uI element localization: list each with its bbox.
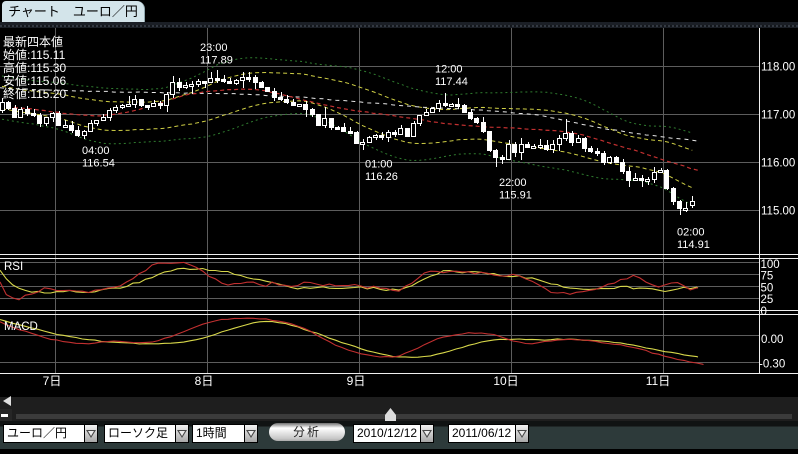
svg-text:高値:115.30: 高値:115.30 [3,60,66,75]
svg-text:9日: 9日 [347,374,366,388]
svg-text:-0.30: -0.30 [759,359,785,371]
svg-text:75: 75 [761,271,774,283]
svg-text:終値:115.20: 終値:115.20 [3,86,66,101]
svg-text:100: 100 [761,259,780,271]
svg-text:50: 50 [761,283,774,295]
svg-text:02:00: 02:00 [677,227,705,239]
svg-text:12:00: 12:00 [435,64,463,76]
svg-text:7日: 7日 [43,374,62,388]
svg-text:117.44: 117.44 [435,76,468,88]
svg-text:始値:115.11: 始値:115.11 [3,47,66,62]
svg-text:114.91: 114.91 [677,239,710,251]
svg-text:8日: 8日 [195,374,214,388]
svg-text:MACD: MACD [4,321,38,333]
svg-text:115.00: 115.00 [761,206,795,218]
svg-text:116.54: 116.54 [82,158,115,170]
svg-text:RSI: RSI [4,261,23,273]
svg-text:0.00: 0.00 [761,334,783,346]
svg-text:最新四本値: 最新四本値 [3,34,63,49]
svg-text:25: 25 [761,294,774,306]
svg-text:10日: 10日 [493,374,518,388]
svg-text:116.00: 116.00 [761,158,795,170]
svg-text:22:00: 22:00 [499,177,527,189]
svg-text:117.00: 117.00 [761,110,795,122]
svg-text:115.91: 115.91 [499,190,532,202]
svg-text:01:00: 01:00 [365,159,393,171]
svg-text:04:00: 04:00 [82,145,110,157]
svg-text:118.00: 118.00 [761,62,795,74]
svg-text:116.26: 116.26 [365,171,398,183]
svg-text:安値:115.06: 安値:115.06 [3,73,66,88]
svg-text:23:00: 23:00 [200,42,228,54]
svg-text:117.89: 117.89 [200,55,233,67]
svg-text:0: 0 [761,306,767,318]
svg-text:11日: 11日 [646,374,670,388]
